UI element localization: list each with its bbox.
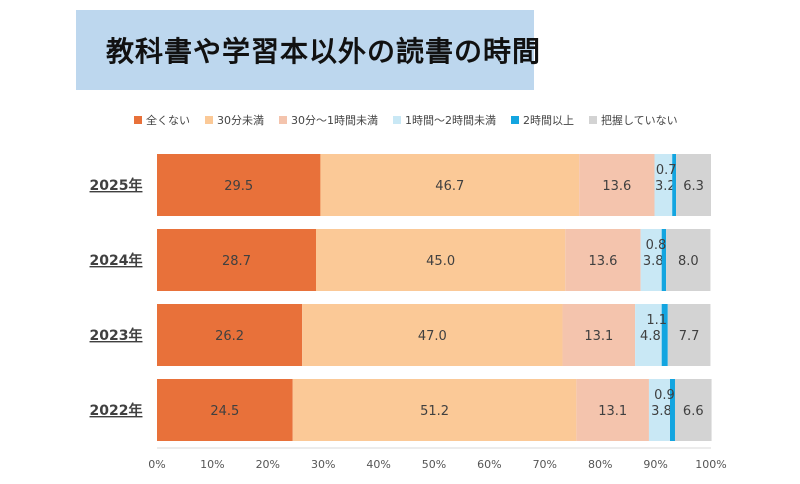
bar-segment [576,379,649,441]
bar-segment [292,379,577,441]
legend-swatch [205,116,213,124]
data-label: 29.5 [224,179,253,194]
data-label: 13.6 [602,179,631,194]
bar-segment [565,229,641,291]
data-label: 1.1 [646,313,667,328]
data-label: 13.1 [598,404,627,419]
bar-segment [157,379,293,441]
data-label: 26.2 [215,329,244,344]
bar-segment [654,154,673,216]
bar-segment [676,154,711,216]
bar-segment [157,154,321,216]
data-label: 0.8 [646,238,667,253]
data-label: 13.1 [584,329,613,344]
legend-item: 全くない [134,112,190,128]
bar-segment [667,304,711,366]
legend-label: 2時間以上 [523,114,574,127]
data-label: 47.0 [418,329,447,344]
legend-label: 30分〜1時間未満 [291,114,378,127]
x-tick-label: 70% [533,458,557,471]
x-tick-label: 80% [588,458,612,471]
data-label: 6.3 [683,179,704,194]
legend-item: 1時間〜2時間未満 [393,112,496,128]
bar-segment [661,304,668,366]
data-label: 51.2 [420,404,449,419]
chart-title-box: 教科書や学習本以外の読書の時間 [76,10,540,90]
bar-segment [562,304,636,366]
data-label: 4.8 [640,329,661,344]
legend-label: 把握していない [601,114,678,127]
x-tick-label: 40% [366,458,390,471]
chart-title: 教科書や学習本以外の読書の時間 [106,35,542,68]
bar-segment [320,154,580,216]
data-label: 13.6 [588,254,617,269]
x-tick-label: 0% [148,458,165,471]
bar-segment [302,304,563,366]
data-label: 7.7 [679,329,700,344]
legend-label: 1時間〜2時間未満 [405,114,496,127]
bar-segment [674,379,712,441]
category-label: 2022年 [90,402,143,419]
x-tick-label: 50% [422,458,446,471]
data-label: 0.7 [656,163,677,178]
legend-swatch [279,116,287,124]
bar-segment [666,229,711,291]
legend: 全くない 30分未満 30分〜1時間未満 1時間〜2時間未満 2時間以上 把握していない [134,112,678,128]
bar-segment [315,229,566,291]
legend-swatch [134,116,142,124]
data-label: 46.7 [435,179,464,194]
bar-segment [579,154,655,216]
legend-label: 全くない [146,114,190,127]
x-tick-label: 20% [256,458,280,471]
bar-segment [661,229,667,291]
bar-segment [648,379,671,441]
legend-item: 把握していない [589,112,678,128]
x-tick-label: 30% [311,458,335,471]
legend-swatch [393,116,401,124]
bar-segment [157,304,303,366]
bar-segment [672,154,677,216]
data-label: 3.8 [651,404,672,419]
data-label: 3.8 [643,254,664,269]
bar-segment [670,379,675,441]
data-label: 8.0 [678,254,699,269]
category-label: 2024年 [90,252,143,269]
category-label: 2025年 [90,177,143,194]
legend-item: 2時間以上 [511,112,574,128]
data-label: 6.6 [683,404,704,419]
x-tick-label: 100% [695,458,726,471]
data-label: 45.0 [426,254,455,269]
bar-segment [635,304,662,366]
bar-segment [157,229,316,291]
data-label: 3.2 [655,179,676,194]
data-label: 0.9 [654,388,675,403]
legend-swatch [589,116,597,124]
legend-swatch [511,116,519,124]
legend-item: 30分〜1時間未満 [279,112,378,128]
x-tick-label: 10% [200,458,224,471]
category-label: 2023年 [90,327,143,344]
legend-label: 30分未満 [217,114,264,127]
bar-segment [640,229,662,291]
data-label: 28.7 [222,254,251,269]
x-tick-label: 90% [643,458,667,471]
legend-item: 30分未満 [205,112,264,128]
data-label: 24.5 [210,404,239,419]
x-tick-label: 60% [477,458,501,471]
